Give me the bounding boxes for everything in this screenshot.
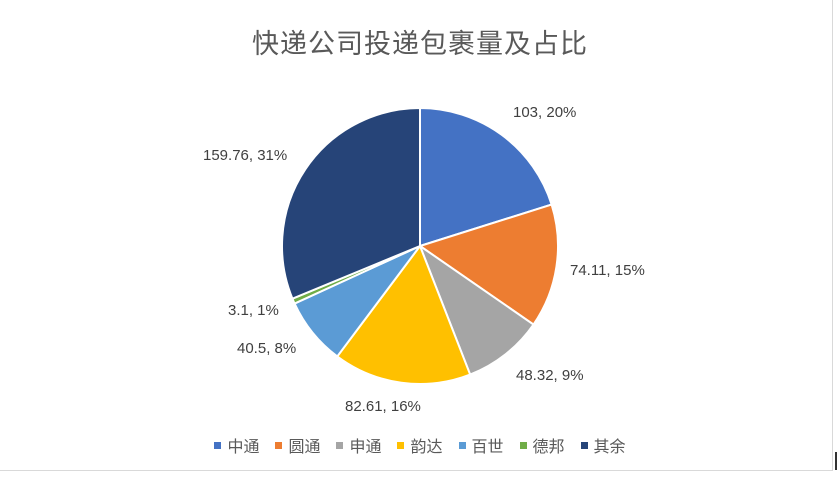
chart-frame (0, 0, 833, 471)
data-label: 159.76, 31% (203, 147, 288, 164)
data-label: 74.11, 15% (570, 262, 645, 279)
pie-slice (417, 203, 559, 326)
data-label: 3.1, 1% (228, 302, 279, 319)
legend-item: 中通 (214, 433, 259, 457)
legend-item: 其余 (580, 433, 626, 457)
pie-slice (417, 243, 535, 376)
legend-swatch-icon (580, 441, 588, 449)
legend-item: 百世 (458, 433, 504, 457)
data-label: 82.61, 16% (345, 398, 421, 415)
legend-swatch-icon (519, 441, 527, 449)
legend-item: 申通 (336, 433, 381, 457)
legend: 中通 圆通 申通 韵达 百世 德邦 其余 (0, 433, 840, 457)
data-label: 48.32, 9% (516, 367, 584, 384)
legend-item: 韵达 (397, 433, 443, 457)
pie-slice (419, 106, 553, 248)
legend-swatch-icon (275, 441, 283, 449)
legend-swatch-icon (336, 441, 344, 449)
pie-slice (281, 106, 421, 301)
data-label: 103, 20% (513, 104, 577, 121)
legend-item: 德邦 (519, 433, 565, 457)
legend-swatch-icon (458, 441, 466, 449)
legend-swatch-icon (397, 441, 405, 449)
resize-handle (835, 452, 837, 470)
legend-swatch-icon (214, 441, 222, 449)
chart-title: 快递公司投递包裹量及占比 (252, 29, 588, 60)
data-label: 40.5, 8% (237, 340, 297, 357)
pie-slice (335, 243, 472, 385)
legend-item: 圆通 (275, 433, 320, 457)
